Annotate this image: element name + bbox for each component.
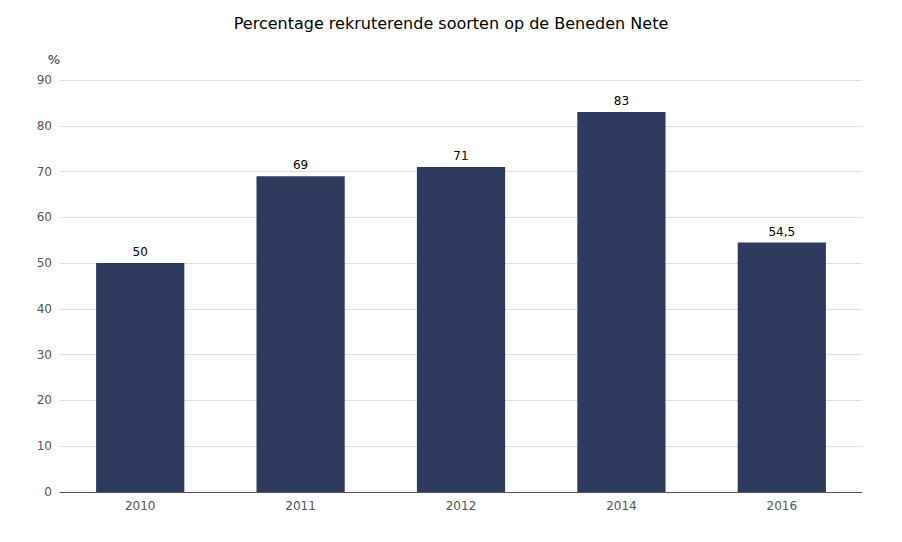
- svg-text:2010: 2010: [125, 499, 156, 513]
- svg-text:2011: 2011: [285, 499, 316, 513]
- svg-text:0: 0: [44, 485, 52, 499]
- svg-text:%: %: [48, 52, 60, 67]
- svg-text:40: 40: [37, 302, 52, 316]
- svg-text:83: 83: [614, 94, 629, 108]
- svg-text:60: 60: [37, 210, 52, 224]
- svg-text:54,5: 54,5: [768, 225, 795, 239]
- svg-text:30: 30: [37, 348, 52, 362]
- svg-text:2014: 2014: [606, 499, 637, 513]
- svg-text:70: 70: [37, 165, 52, 179]
- svg-text:90: 90: [37, 73, 52, 87]
- svg-text:2016: 2016: [767, 499, 798, 513]
- svg-text:20: 20: [37, 393, 52, 407]
- svg-text:69: 69: [293, 158, 308, 172]
- svg-text:2012: 2012: [446, 499, 477, 513]
- svg-text:50: 50: [133, 245, 148, 259]
- svg-text:10: 10: [37, 439, 52, 453]
- svg-text:71: 71: [453, 149, 468, 163]
- svg-text:Percentage rekruterende soorte: Percentage rekruterende soorten op de Be…: [234, 14, 668, 33]
- svg-text:50: 50: [37, 256, 52, 270]
- svg-text:80: 80: [37, 119, 52, 133]
